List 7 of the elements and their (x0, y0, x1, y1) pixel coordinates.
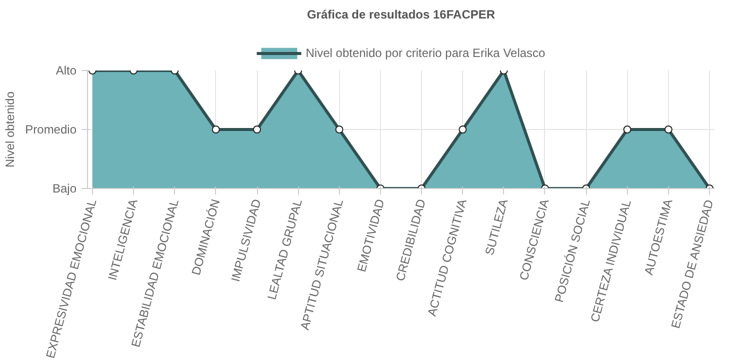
category-label: Promedio (25, 122, 76, 136)
chart-title: Gráfica de resultados 16FACPER (306, 8, 496, 22)
category-label: Bajo (52, 182, 77, 196)
category-label: Alto (56, 64, 77, 78)
y-axis-title: Nivel obtenido (3, 91, 18, 168)
legend-label: Nivel obtenido por criterio para Erika Velasco (306, 46, 546, 60)
x-tick-label: LEALTAD GRUPAL (264, 197, 305, 302)
